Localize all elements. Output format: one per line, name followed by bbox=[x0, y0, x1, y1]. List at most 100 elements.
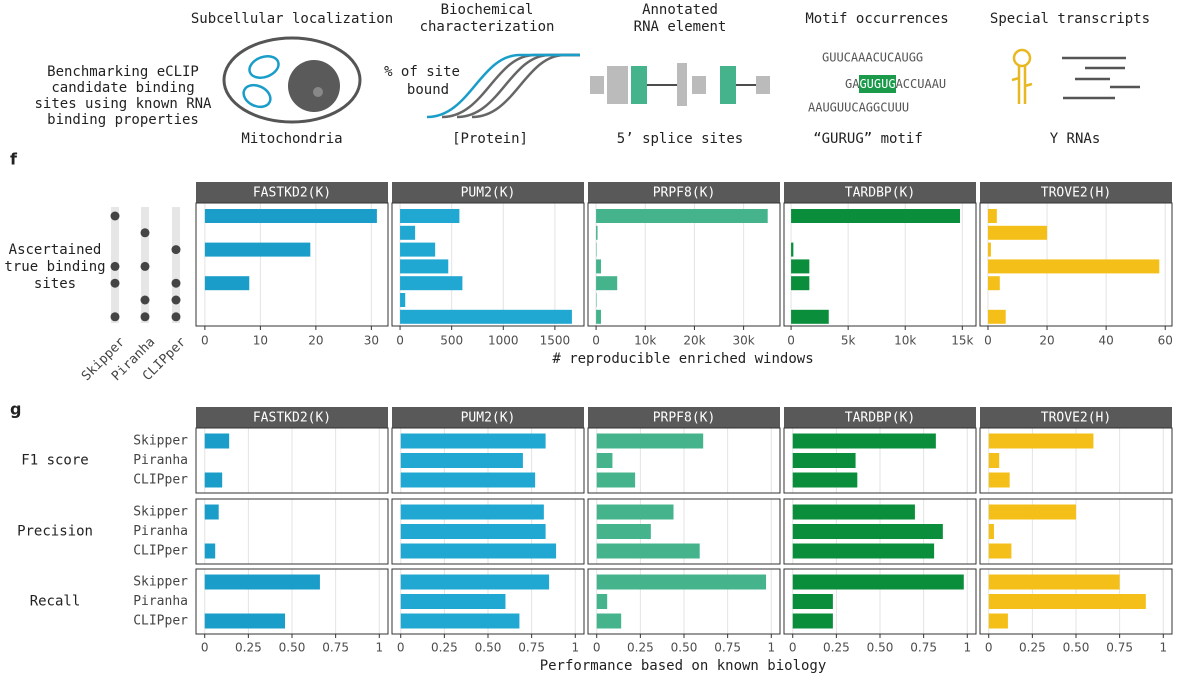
x-tick-label: 0.75 bbox=[518, 641, 545, 655]
x-tick-label: 1 bbox=[963, 641, 971, 655]
matrix-dot bbox=[110, 278, 120, 288]
x-tick-label: 60 bbox=[1158, 334, 1173, 348]
bar bbox=[791, 309, 829, 324]
bar bbox=[988, 543, 1012, 559]
x-tick-label: 10k bbox=[894, 334, 916, 348]
bar bbox=[791, 276, 810, 291]
gene-model bbox=[590, 63, 770, 106]
bar bbox=[988, 524, 994, 539]
x-tick-label: 0 bbox=[985, 641, 993, 655]
bar bbox=[400, 524, 546, 539]
bar bbox=[791, 259, 810, 274]
x-tick-label: 0 bbox=[789, 641, 797, 655]
bar bbox=[400, 472, 536, 488]
facet-title: TROVE2(H) bbox=[1041, 411, 1111, 426]
y-axis-title: sites bbox=[34, 276, 76, 292]
x-tick-label: 30 bbox=[364, 334, 379, 348]
bar bbox=[792, 504, 915, 520]
bar bbox=[792, 613, 833, 629]
header-title: Biochemical bbox=[441, 2, 534, 18]
mito-icon bbox=[242, 83, 272, 109]
matrix-dot bbox=[140, 261, 150, 271]
bar bbox=[400, 504, 544, 520]
bar bbox=[792, 574, 964, 590]
x-tick-label: 1000 bbox=[488, 334, 519, 348]
motif-seq: GAGUGUGACCUAAU bbox=[845, 77, 946, 91]
bar bbox=[204, 209, 377, 223]
header-caption: Mitochondria bbox=[241, 131, 342, 147]
binding-curves bbox=[426, 53, 580, 119]
x-tick-label: 5k bbox=[841, 334, 856, 348]
strip bbox=[588, 182, 780, 203]
facet-title: TARDBP(K) bbox=[845, 411, 915, 426]
bar bbox=[204, 472, 223, 488]
bar bbox=[987, 259, 1160, 274]
y-tick-label: CLIPper bbox=[133, 544, 188, 559]
x-tick-label: 0.25 bbox=[431, 641, 458, 655]
bar bbox=[400, 225, 416, 240]
intro: Benchmarking eCLIP bbox=[47, 64, 199, 80]
y-axis-title: true binding bbox=[4, 259, 105, 275]
bar bbox=[596, 524, 651, 539]
x-tick-label: 0.50 bbox=[475, 641, 502, 655]
y-tick-label: Skipper bbox=[133, 505, 188, 520]
bar bbox=[791, 242, 794, 257]
x-tick-label: 0 bbox=[396, 334, 404, 348]
header-caption: “GURUG” motif bbox=[813, 131, 923, 147]
bar bbox=[400, 309, 572, 324]
facet-title: TROVE2(H) bbox=[1041, 186, 1111, 201]
strip bbox=[784, 407, 976, 428]
motif-part: GUGUG bbox=[859, 77, 895, 91]
transcript-lines bbox=[1062, 56, 1140, 100]
panel-label: g bbox=[10, 400, 21, 419]
bar bbox=[596, 594, 608, 609]
x-tick-label: 1500 bbox=[540, 334, 571, 348]
strip bbox=[196, 407, 388, 428]
bar bbox=[596, 472, 636, 488]
matrix-dot bbox=[140, 228, 150, 238]
group-label: F1 score bbox=[21, 453, 88, 469]
group-label: Precision bbox=[17, 524, 93, 540]
x-tick-label: 0 bbox=[984, 334, 992, 348]
x-axis-title: # reproducible enriched windows bbox=[552, 351, 813, 367]
x-tick-label: 15k bbox=[951, 334, 973, 348]
bar bbox=[792, 472, 858, 488]
x-tick-label: 0.75 bbox=[714, 641, 741, 655]
bar bbox=[596, 259, 601, 274]
header-title: Annotated bbox=[642, 2, 718, 18]
facet-title: FASTKD2(K) bbox=[253, 186, 331, 201]
facet-title: PRPF8(K) bbox=[653, 186, 716, 201]
x-tick-label: 1 bbox=[767, 641, 775, 655]
facet-title: PUM2(K) bbox=[461, 411, 516, 426]
header-title: Motif occurrences bbox=[805, 11, 948, 27]
bar bbox=[400, 259, 449, 274]
bar bbox=[400, 209, 460, 223]
bar bbox=[596, 504, 674, 520]
x-tick-label: 0.25 bbox=[823, 641, 850, 655]
curve-label: % of site bbox=[384, 64, 460, 80]
bar bbox=[988, 453, 1000, 468]
matrix-dot bbox=[171, 295, 181, 305]
x-tick-label: 0.75 bbox=[322, 641, 349, 655]
bar bbox=[400, 594, 506, 609]
header-caption: 5’ splice sites bbox=[617, 131, 743, 147]
x-tick-label: 20 bbox=[1039, 334, 1054, 348]
x-tick-label: 1 bbox=[375, 641, 383, 655]
x-tick-label: 0.25 bbox=[235, 641, 262, 655]
bar bbox=[792, 524, 943, 539]
x-tick-label: 500 bbox=[440, 334, 463, 348]
y-tick-label: Piranha bbox=[133, 453, 188, 468]
strip bbox=[392, 182, 584, 203]
x-tick-label: 40 bbox=[1098, 334, 1113, 348]
bar bbox=[400, 242, 436, 257]
bar bbox=[204, 433, 230, 449]
header: Benchmarking eCLIP candidate binding sit… bbox=[34, 2, 1150, 147]
x-tick-label: 0 bbox=[397, 641, 405, 655]
bar bbox=[400, 433, 546, 449]
bar bbox=[596, 433, 704, 449]
bar bbox=[596, 574, 767, 590]
facet-title: TARDBP(K) bbox=[845, 186, 915, 201]
x-tick-label: 0.75 bbox=[1106, 641, 1133, 655]
bar bbox=[988, 613, 1008, 629]
